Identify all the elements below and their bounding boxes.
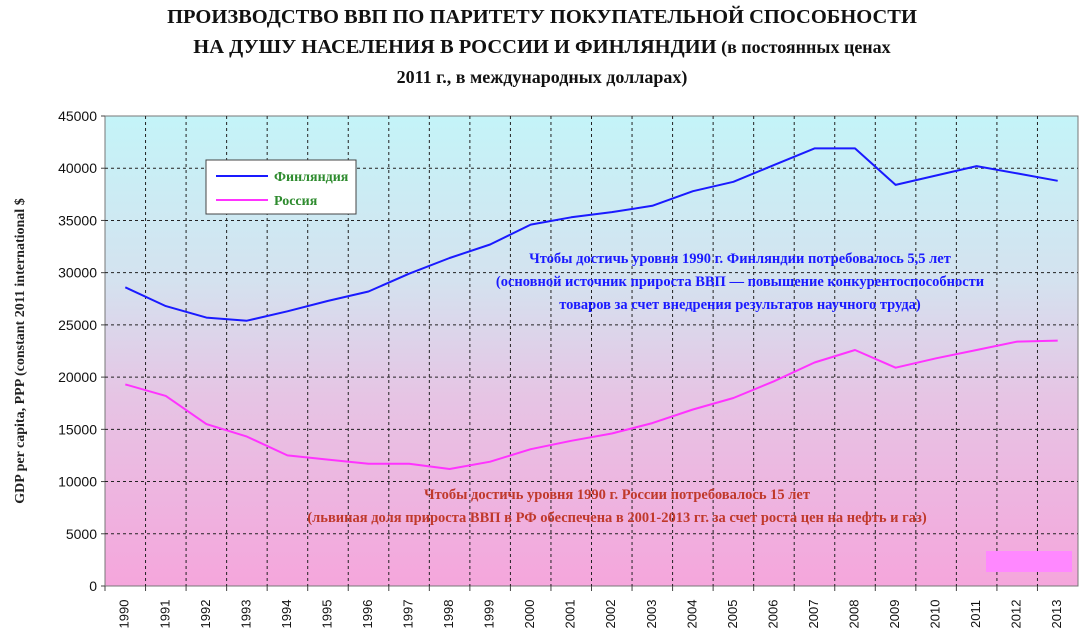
x-tick-label: 2012 [1009,600,1024,629]
x-tick-label: 1995 [319,600,334,629]
legend-label: Россия [274,194,318,209]
x-tick-label: 2002 [603,600,618,629]
y-tick-label: 20000 [58,369,97,385]
x-tick-label: 2001 [563,600,578,629]
x-axis: 1990 1991 1992 1993 1994 1995 1996 1997 1998 1999… [104,586,1064,629]
x-tick-label: 1999 [482,600,497,629]
annotation-line: товаров за счет внедрения результатов на… [559,297,921,313]
x-tick-label: 2007 [806,600,821,629]
x-tick-label: 2004 [684,600,699,629]
y-tick-label: 40000 [58,160,97,176]
title-line-2-main: НА ДУШУ НАСЕЛЕНИЯ В РОССИИ И ФИНЛЯНДИИ [193,36,717,58]
series-line-russia [125,339,1058,470]
x-tick-label: 2010 [928,600,943,629]
y-axis: 0 5000 10000 15000 20000 25000 30000 35000 40000… [58,108,105,594]
x-tick-label: 2003 [644,600,659,629]
title-line-1: ПРОИЗВОДСТВО ВВП ПО ПАРИТЕТУ ПОКУПАТЕЛЬН… [167,6,917,28]
grid-lines [105,116,1078,586]
title-line-2-suffix: (в постоянных ценах [716,37,891,57]
series-line-finland [124,147,1058,322]
x-tick-label: 2005 [725,600,740,629]
y-tick-label: 10000 [58,474,97,490]
x-tick-label: 1994 [279,600,294,629]
decorative-pink-box [986,551,1072,572]
legend: Финляндия Россия [205,159,357,215]
annotation-line: (львиная доля прироста ВВП в РФ обеспече… [307,510,926,526]
annotation-line: Чтобы достичь уровня 1990 г. Финляндии п… [529,251,951,267]
y-axis-label: GDP per capita, PPP (constant 2011 inter… [13,198,28,503]
x-tick-label: 2006 [765,600,780,629]
y-tick-label: 0 [89,578,97,594]
annotation-line: (основной источник прироста ВВП — повыше… [496,274,984,290]
x-tick-label: 2009 [887,600,902,629]
x-tick-label: 1991 [157,600,172,629]
chart-title: ПРОИЗВОДСТВО ВВП ПО ПАРИТЕТУ ПОКУПАТЕЛЬН… [0,2,1084,92]
y-tick-label: 35000 [58,212,97,228]
y-tick-label: 15000 [58,421,97,437]
x-tick-label: 2008 [846,600,861,629]
annotations: Чтобы достичь уровня 1990 г. Финляндии п… [307,251,984,526]
x-tick-label: 2000 [522,600,537,629]
y-tick-label: 25000 [58,317,97,333]
y-tick-label: 45000 [58,108,97,124]
x-tick-label: 1998 [441,600,456,629]
x-tick-label: 2013 [1049,600,1064,629]
x-tick-label: 1990 [117,600,132,629]
x-tick-label: 1996 [360,600,375,629]
x-tick-label: 1997 [401,600,416,629]
legend-label: Финляндия [274,170,349,185]
title-line-2: НА ДУШУ НАСЕЛЕНИЯ В РОССИИ И ФИНЛЯНДИИ (… [0,32,1084,62]
annotation-line: Чтобы достичь уровня 1990 г. России потр… [424,487,810,503]
x-tick-label: 2011 [968,600,983,628]
x-tick-label: 1993 [238,600,253,629]
y-tick-label: 30000 [58,265,97,281]
title-line-3: 2011 г., в международных долларах) [396,67,688,87]
x-tick-label: 1992 [198,600,213,629]
legend-box [205,159,357,215]
y-tick-label: 5000 [66,526,97,542]
series-lines [124,147,1058,470]
